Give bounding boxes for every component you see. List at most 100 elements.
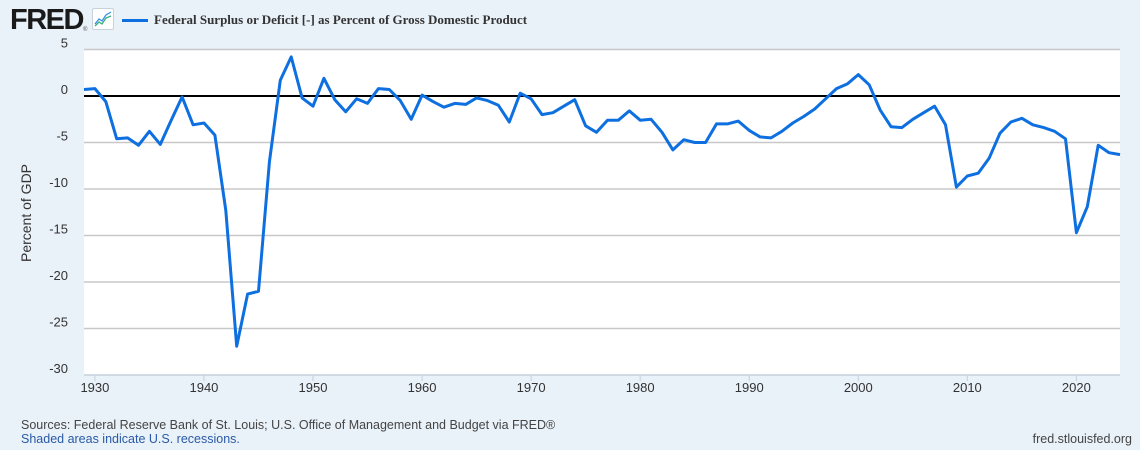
data-point <box>333 98 336 101</box>
series-line[interactable] <box>83 55 1121 348</box>
data-point <box>388 88 391 91</box>
data-point <box>791 121 794 124</box>
x-tick-label: 1940 <box>189 380 218 395</box>
data-point <box>279 79 282 82</box>
data-point <box>617 119 620 122</box>
data-point <box>377 87 380 90</box>
fred-url[interactable]: fred.stlouisfed.org <box>1032 432 1132 446</box>
data-point <box>889 125 892 128</box>
data-point <box>1042 126 1045 129</box>
y-tick-label: -15 <box>49 222 68 237</box>
data-point <box>541 113 544 116</box>
data-point <box>1086 205 1089 208</box>
data-point <box>868 83 871 86</box>
data-point <box>126 136 129 139</box>
data-point <box>748 129 751 132</box>
data-point <box>584 124 587 127</box>
x-tick-label: 1980 <box>626 380 655 395</box>
data-point <box>922 111 925 114</box>
registered-mark: ® <box>82 27 88 33</box>
data-point <box>879 108 882 111</box>
data-point <box>497 104 500 107</box>
data-point <box>693 141 696 144</box>
line-graph-icon[interactable] <box>92 8 114 30</box>
y-tick-label: -10 <box>49 175 68 190</box>
data-point <box>421 94 424 97</box>
data-point <box>639 119 642 122</box>
legend-swatch <box>122 18 148 22</box>
data-point <box>715 122 718 125</box>
data-point <box>399 99 402 102</box>
data-point <box>104 100 107 103</box>
data-point <box>562 105 565 108</box>
x-tick-label: 1990 <box>735 380 764 395</box>
y-tick-label: 0 <box>61 82 68 97</box>
data-point <box>148 130 151 133</box>
data-point <box>290 55 293 58</box>
y-tick-label: -20 <box>49 268 68 283</box>
data-point <box>213 134 216 137</box>
data-point <box>202 121 205 124</box>
data-point <box>93 87 96 90</box>
data-point <box>1108 151 1111 154</box>
data-point <box>224 209 227 212</box>
data-point <box>453 102 456 105</box>
data-point <box>551 111 554 114</box>
data-point <box>442 106 445 109</box>
data-point <box>1097 144 1100 147</box>
data-point <box>955 186 958 189</box>
data-point <box>933 105 936 108</box>
data-point <box>159 143 162 146</box>
data-point <box>780 130 783 133</box>
data-point <box>246 293 249 296</box>
data-point <box>322 77 325 80</box>
x-tick-label: 2010 <box>953 380 982 395</box>
data-point <box>115 137 118 140</box>
data-point <box>911 118 914 121</box>
data-point <box>628 109 631 112</box>
y-axis: 5 0 -5 -10 -15 -20 -25 -30 <box>49 36 68 377</box>
data-point <box>475 96 478 99</box>
data-point <box>660 131 663 134</box>
data-point <box>355 97 358 100</box>
data-point <box>486 99 489 102</box>
data-point <box>530 97 533 100</box>
data-point <box>573 98 576 101</box>
data-point <box>312 105 315 108</box>
recessions-note[interactable]: Shaded areas indicate U.S. recessions. <box>21 432 240 446</box>
legend-label: Federal Surplus or Deficit [-] as Percen… <box>154 12 528 27</box>
data-point <box>464 103 467 106</box>
fred-logo[interactable]: FRED® <box>10 4 87 46</box>
x-tick-label: 1950 <box>299 380 328 395</box>
data-point <box>944 123 947 126</box>
data-point <box>508 121 511 124</box>
data-point <box>606 119 609 122</box>
x-tick-label: 1970 <box>517 380 546 395</box>
data-point <box>900 126 903 129</box>
y-tick-label: -5 <box>56 129 68 144</box>
gridlines <box>84 48 1120 376</box>
data-point <box>235 345 238 348</box>
data-point <box>999 132 1002 135</box>
data-point <box>671 148 674 151</box>
chart-legend: Federal Surplus or Deficit [-] as Percen… <box>122 10 527 30</box>
fred-logo-text: FRED <box>10 4 84 36</box>
x-tick-label: 1930 <box>80 380 109 395</box>
data-point <box>1020 117 1023 120</box>
data-point <box>1119 153 1122 156</box>
x-axis: 1930 1940 1950 1960 1970 1980 1990 2000 2010 2020 <box>80 375 1091 395</box>
data-point <box>966 174 969 177</box>
data-point <box>1075 231 1078 234</box>
data-point <box>770 136 773 139</box>
data-point <box>846 82 849 85</box>
data-point <box>726 122 729 125</box>
chart-header: FRED® Federal Surplus or Deficit [-] as … <box>0 0 1140 40</box>
data-point <box>301 96 304 99</box>
data-point <box>366 102 369 105</box>
data-point <box>1053 130 1056 133</box>
data-point <box>704 141 707 144</box>
y-tick-label: 5 <box>61 36 68 51</box>
x-tick-label: 2020 <box>1062 380 1091 395</box>
data-point <box>835 87 838 90</box>
